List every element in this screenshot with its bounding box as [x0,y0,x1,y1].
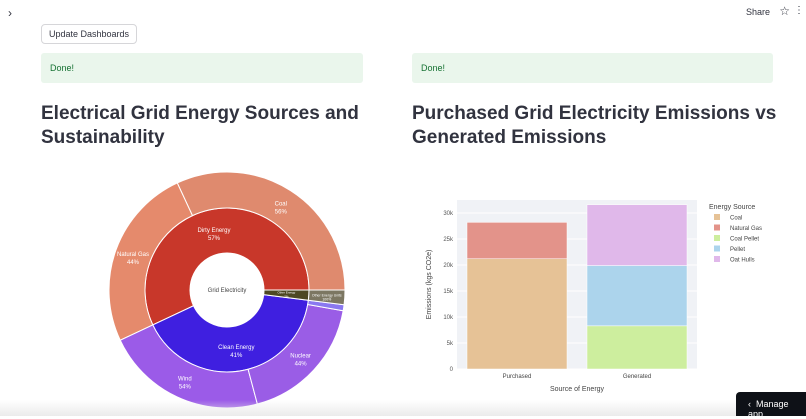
right-title: Purchased Grid Electricity Emissions vs … [412,103,777,148]
sunburst-label: Other Energy Units [312,293,342,297]
star-icon[interactable]: ☆ [779,4,790,18]
menu-icon[interactable]: ⋮ [794,5,804,16]
status-alert: Done! [41,53,363,83]
legend-swatch[interactable] [714,245,720,252]
sunburst-pct: 44% [127,260,140,266]
sunburst-pct: 54% [179,385,192,391]
y-tick-label: 25k [443,237,454,243]
bar-segment[interactable] [466,258,568,370]
bar-chart: 0 5k 10k 15k 20k 25k 30k Purchased Generated Sour… [426,200,762,393]
legend-item[interactable]: Pellet [730,247,745,253]
update-dashboards-button[interactable]: Update Dashboards [41,24,138,44]
y-tick-label: 5k [447,341,454,347]
y-tick-label: 30k [443,211,454,217]
sunburst-center-label: Grid Electricity [208,288,247,294]
y-axis-label: Emissions (kgs CO2e) [426,250,433,320]
manage-app-button[interactable]: ‹ Manage app [736,392,806,419]
x-tick-label: Generated [623,374,651,380]
legend-item[interactable]: Coal [730,216,742,222]
sunburst-label: Coal [275,202,287,208]
legend-swatch[interactable] [714,214,720,220]
sunburst-label: Clean Energy [218,345,254,351]
status-alert: Done! [412,53,773,83]
chevron-left-icon: ‹ [748,399,754,409]
bottom-fade [0,400,806,416]
chevron-right-icon[interactable]: › [8,6,12,20]
y-tick-label: 0 [450,367,454,373]
sunburst-pct: 57% [208,236,221,242]
sunburst-label: Natural Gas [117,252,149,258]
legend-item[interactable]: Coal Pellet [730,237,759,243]
x-axis-label: Source of Energy [550,386,605,393]
legend-swatch[interactable] [714,256,720,262]
bar-segment[interactable] [586,204,688,266]
sunburst-pct: 44% [295,362,308,368]
bar-segment[interactable] [586,325,688,370]
legend-swatch[interactable] [714,224,720,231]
bar-segment[interactable] [466,222,568,260]
top-bar: › Share ☆ ⋮ [0,0,806,26]
legend-swatch[interactable] [714,235,720,241]
manage-app-label: Manage app [748,399,789,419]
sunburst-label: Wind [178,377,192,383]
sunburst-pct: 56% [275,210,288,216]
sunburst-label: Other Energy [277,291,295,295]
bar-segment[interactable] [586,265,688,327]
share-button[interactable]: Share [745,7,770,17]
sunburst-pct: 2% [284,295,289,299]
y-tick-label: 15k [443,289,454,295]
legend-item[interactable]: Oat Hulls [730,258,755,264]
left-title: Electrical Grid Energy Sources and Susta… [41,103,359,148]
sunburst-label: Dirty Energy [198,228,231,234]
legend-item[interactable]: Natural Gas [730,226,762,232]
sunburst-outer-segment[interactable] [176,171,346,291]
y-tick-label: 10k [443,315,454,321]
x-tick-label: Purchased [503,374,532,380]
sunburst-outer-segment[interactable] [307,289,346,306]
legend-title: Energy Source [709,204,755,211]
sunburst-pct: 41% [230,353,243,359]
y-tick-label: 20k [443,263,454,269]
sunburst-pct: 100% [322,297,331,301]
sunburst-label: Nuclear [290,354,311,360]
sunburst-chart: Dirty Energy 57% Clean Energy 41% Other Ener… [108,171,346,409]
